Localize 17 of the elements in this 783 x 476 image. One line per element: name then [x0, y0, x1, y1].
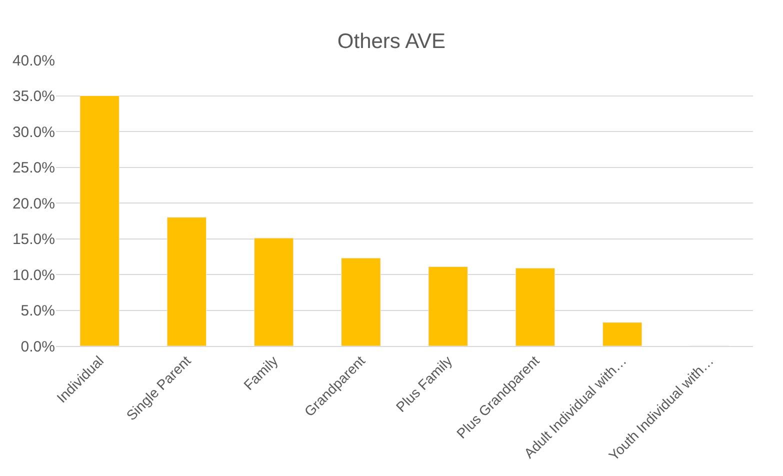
y-tick-label: 10.0% — [12, 266, 55, 284]
bar — [341, 258, 381, 346]
y-tick-label: 25.0% — [12, 160, 55, 176]
chart-title: Others AVE — [337, 30, 446, 54]
bar — [80, 96, 120, 346]
y-tick-label: 5.0% — [20, 302, 55, 320]
bar — [166, 217, 207, 346]
y-tick-label: 20.0% — [12, 195, 55, 212]
y-tick-label: 40.0% — [12, 52, 55, 70]
bar — [254, 238, 294, 346]
y-tick-label: 0.0% — [20, 338, 55, 356]
y-tick-label: 15.0% — [12, 231, 55, 248]
bar — [602, 322, 642, 346]
y-tick-label: 35.0% — [12, 88, 55, 105]
bar — [428, 266, 468, 346]
y-tick-label: 30.0% — [12, 124, 55, 141]
bar — [515, 268, 556, 346]
